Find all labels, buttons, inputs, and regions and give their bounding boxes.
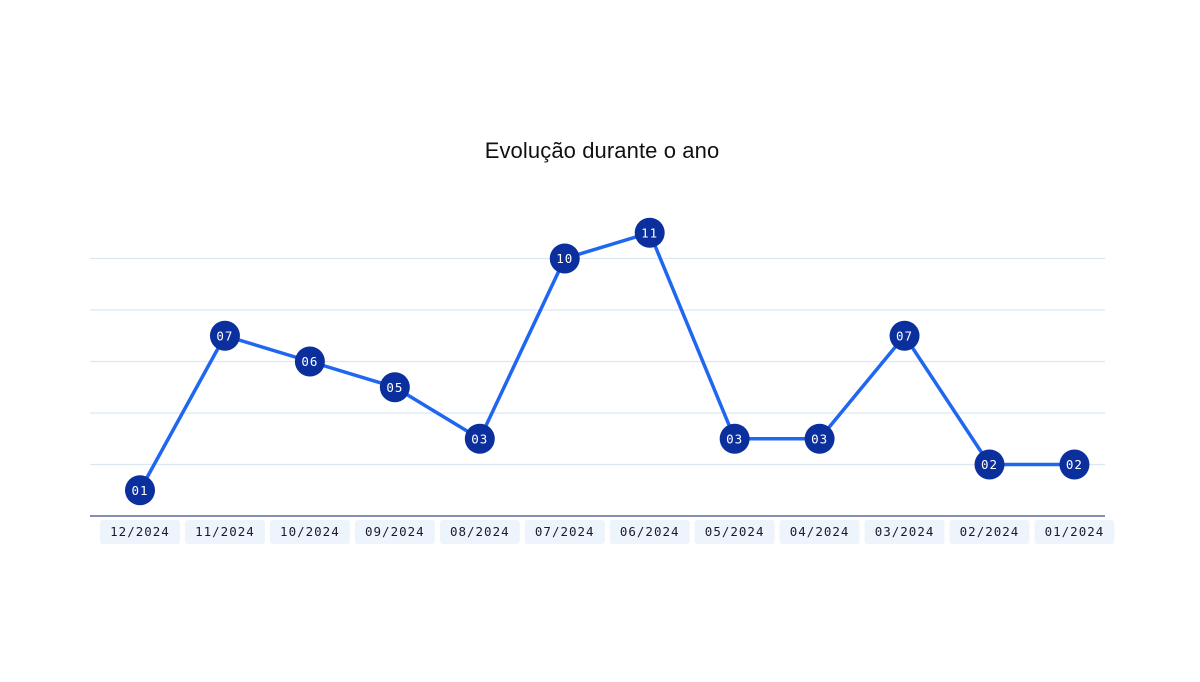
data-label: 07: [896, 328, 913, 343]
tick-label-background: [184, 520, 265, 544]
x-tick-label: 09/2024: [365, 524, 425, 539]
data-label: 03: [726, 431, 743, 446]
data-point: [464, 423, 495, 454]
data-point: [889, 320, 920, 351]
tick-label-background: [864, 520, 945, 544]
tick-label-background: [949, 520, 1030, 544]
data-point: [209, 320, 240, 351]
data-label: 06: [301, 354, 318, 369]
tick-label-background: [354, 520, 435, 544]
data-point: [719, 423, 750, 454]
data-label: 01: [131, 483, 148, 498]
x-tick-label: 07/2024: [535, 524, 595, 539]
data-label: 05: [386, 380, 403, 395]
tick-label-background: [269, 520, 350, 544]
x-tick-label: 01/2024: [1045, 524, 1105, 539]
data-label: 03: [471, 431, 488, 446]
data-label: 11: [641, 225, 658, 240]
data-point: [294, 346, 325, 377]
tick-label-background: [439, 520, 520, 544]
tick-label-background: [779, 520, 860, 544]
data-label: 02: [981, 457, 998, 472]
x-tick-label: 12/2024: [110, 524, 170, 539]
data-point: [634, 217, 665, 248]
data-label: 03: [811, 431, 828, 446]
x-tick-label: 06/2024: [620, 524, 680, 539]
x-tick-label: 03/2024: [875, 524, 935, 539]
x-tick-label: 08/2024: [450, 524, 510, 539]
data-label: 02: [1066, 457, 1083, 472]
x-tick-label: 02/2024: [960, 524, 1020, 539]
data-point: [549, 243, 580, 274]
data-label: 10: [556, 251, 573, 266]
tick-label-background: [100, 520, 180, 544]
tick-label-background: [524, 520, 605, 544]
x-tick-label: 05/2024: [705, 524, 765, 539]
data-point: [379, 372, 410, 403]
tick-label-background: [1034, 520, 1115, 544]
tick-label-background: [609, 520, 690, 544]
data-label: 07: [216, 328, 233, 343]
x-tick-label: 10/2024: [280, 524, 340, 539]
tick-label-background: [694, 520, 775, 544]
data-point: [804, 423, 835, 454]
x-tick-label: 11/2024: [195, 524, 255, 539]
data-point: [125, 475, 155, 506]
data-point: [974, 449, 1005, 480]
chart-title: Evolução durante o ano: [484, 138, 720, 163]
data-point: [1059, 449, 1090, 480]
x-tick-label: 04/2024: [790, 524, 850, 539]
